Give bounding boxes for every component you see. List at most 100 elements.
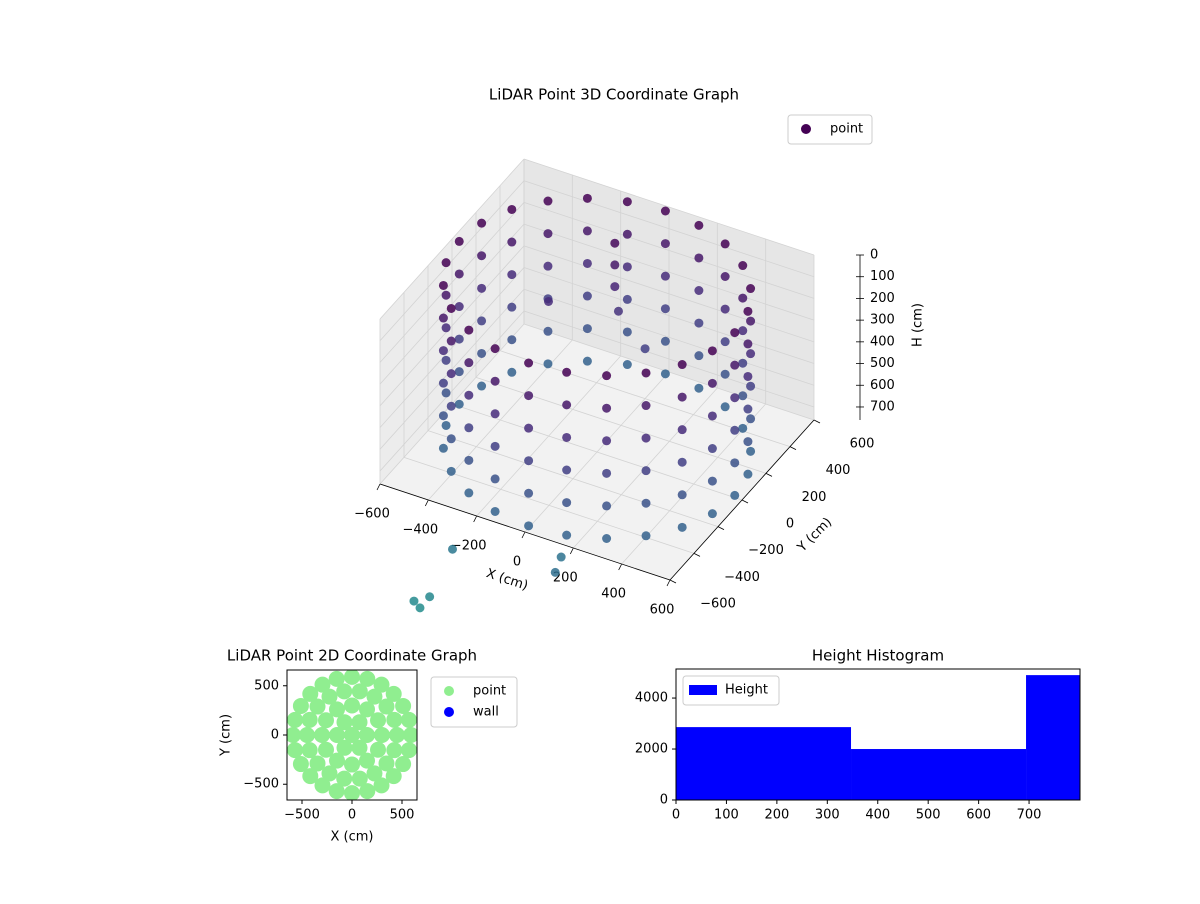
legend-label: wall: [473, 705, 499, 720]
data-point: [582, 258, 592, 268]
plot-area: [287, 670, 417, 800]
data-point: [441, 355, 451, 365]
data-point: [425, 592, 435, 602]
z-axis-label: H (cm): [911, 303, 926, 347]
legend-box: [787, 114, 873, 145]
data-point: [738, 423, 748, 433]
data-point: [720, 304, 730, 314]
data-point: [477, 316, 487, 326]
data-point: [694, 253, 704, 263]
z-tick-label: 300: [870, 313, 895, 328]
data-point: [738, 326, 748, 336]
data-point: [415, 603, 425, 613]
data-point: [378, 698, 395, 715]
data-point: [746, 414, 756, 424]
data-point: [490, 474, 500, 484]
y-tick-label: 0: [271, 728, 279, 743]
data-point: [602, 533, 612, 543]
data-point: [622, 327, 632, 337]
data-point: [524, 456, 534, 466]
data-point: [610, 282, 620, 292]
y-tick-label: 4000: [635, 691, 668, 706]
data-point: [446, 336, 456, 346]
data-point: [720, 239, 730, 249]
data-point: [309, 698, 326, 715]
data-point: [543, 196, 553, 206]
data-point: [329, 727, 345, 743]
tick-mark: [693, 552, 701, 557]
data-point: [321, 688, 338, 705]
data-point: [336, 683, 353, 700]
data-point: [292, 697, 309, 714]
data-point: [389, 727, 405, 743]
data-point: [562, 530, 572, 540]
chart-title: LiDAR Point 2D Coordinate Graph: [227, 647, 477, 665]
x-tick-label: −500: [284, 808, 320, 823]
data-point: [641, 466, 651, 476]
grid-line: [379, 310, 525, 472]
data-point: [562, 432, 572, 442]
data-point: [292, 756, 309, 773]
data-point: [464, 488, 474, 498]
grid-line: [379, 245, 525, 407]
data-point: [743, 469, 753, 479]
data-point: [746, 349, 756, 359]
x-tick-label: 700: [1017, 808, 1042, 823]
data-point: [641, 433, 651, 443]
data-point: [386, 742, 403, 759]
data-point: [370, 712, 386, 729]
data-point: [454, 236, 464, 246]
data-point: [730, 490, 740, 500]
x-tick-label: 500: [390, 808, 415, 823]
y-tick-label: −500: [243, 777, 279, 792]
data-point: [386, 711, 403, 728]
x-tick-label: 400: [601, 587, 626, 602]
data-point: [622, 262, 632, 272]
tick-mark: [666, 579, 671, 587]
data-point: [602, 403, 612, 413]
data-point: [707, 509, 717, 519]
data-point: [477, 218, 487, 228]
data-point: [359, 752, 375, 769]
data-point: [351, 714, 368, 731]
legend-box: [682, 675, 780, 706]
data-point: [373, 777, 390, 794]
data-point: [640, 344, 650, 354]
data-point: [438, 443, 448, 453]
data-point: [738, 358, 748, 368]
data-point: [378, 755, 395, 772]
data-point: [707, 411, 717, 421]
data-point: [677, 522, 687, 532]
data-point: [738, 261, 748, 271]
y-tick-label: −200: [748, 543, 784, 558]
data-point: [438, 411, 448, 421]
data-point: [694, 220, 704, 230]
data-point: [743, 339, 753, 349]
x-tick-label: 600: [966, 808, 991, 823]
data-point: [454, 269, 464, 279]
data-point: [287, 742, 303, 759]
data-point: [507, 302, 517, 312]
grid-line: [523, 288, 815, 386]
data-point: [746, 446, 756, 456]
data-point: [464, 358, 474, 368]
chart-title: Height Histogram: [812, 647, 944, 665]
z-tick-label: 0: [870, 248, 878, 263]
legend-label: point: [473, 684, 506, 699]
data-point: [328, 783, 345, 800]
legend-label: Height: [725, 683, 768, 698]
x-tick-label: −600: [354, 507, 390, 522]
tick-mark: [765, 472, 773, 477]
data-point: [336, 714, 353, 731]
data-point: [720, 337, 730, 347]
data-point: [746, 381, 756, 391]
data-point: [610, 260, 620, 270]
y-axis-line: [669, 419, 815, 581]
y-tick-label: −600: [700, 597, 736, 612]
tick-mark: [473, 515, 478, 523]
data-point: [507, 204, 517, 214]
data-point: [556, 552, 566, 562]
data-point: [746, 316, 756, 326]
data-point: [730, 328, 740, 338]
